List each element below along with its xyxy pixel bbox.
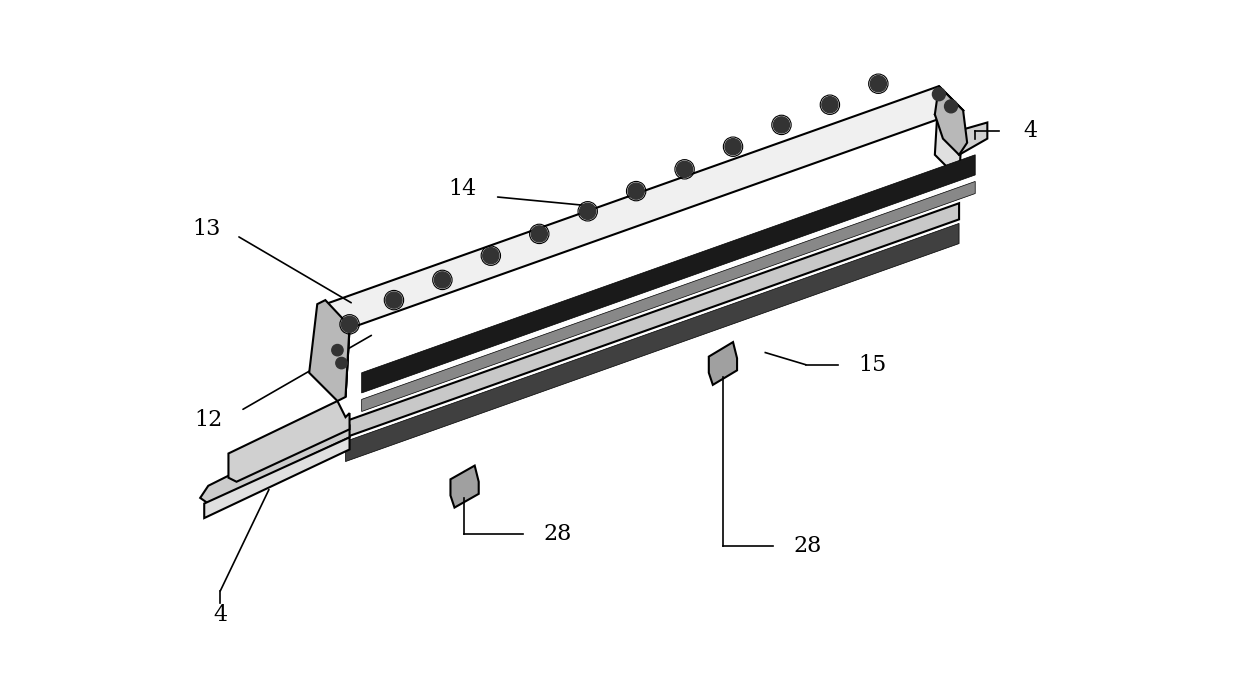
Polygon shape [205,438,350,518]
Polygon shape [935,86,963,179]
Polygon shape [935,102,987,155]
Circle shape [482,247,498,264]
Circle shape [579,203,595,219]
Polygon shape [200,417,350,504]
Text: 15: 15 [858,353,887,376]
Polygon shape [362,181,975,411]
Circle shape [870,76,887,92]
Circle shape [531,226,547,242]
Polygon shape [346,203,959,438]
Polygon shape [321,304,350,397]
Circle shape [336,358,347,369]
Polygon shape [346,223,959,462]
Text: 28: 28 [543,523,572,545]
Circle shape [629,183,645,199]
Text: 28: 28 [794,535,822,557]
Text: 4: 4 [213,604,227,626]
Polygon shape [935,86,967,155]
Polygon shape [450,466,479,508]
Polygon shape [362,155,975,393]
Text: 14: 14 [448,178,476,200]
Polygon shape [228,401,350,482]
Circle shape [332,344,343,356]
Text: 13: 13 [192,218,221,240]
Circle shape [386,292,402,308]
Circle shape [434,272,450,288]
Text: 12: 12 [195,409,223,431]
Polygon shape [709,342,737,385]
Circle shape [341,316,357,332]
Polygon shape [325,86,963,329]
Circle shape [774,117,790,133]
Circle shape [932,88,945,101]
Text: 4: 4 [1024,120,1038,141]
Polygon shape [309,300,350,401]
Polygon shape [321,304,350,397]
Circle shape [677,161,693,177]
Circle shape [725,138,742,155]
Circle shape [945,100,957,113]
Circle shape [822,96,838,113]
